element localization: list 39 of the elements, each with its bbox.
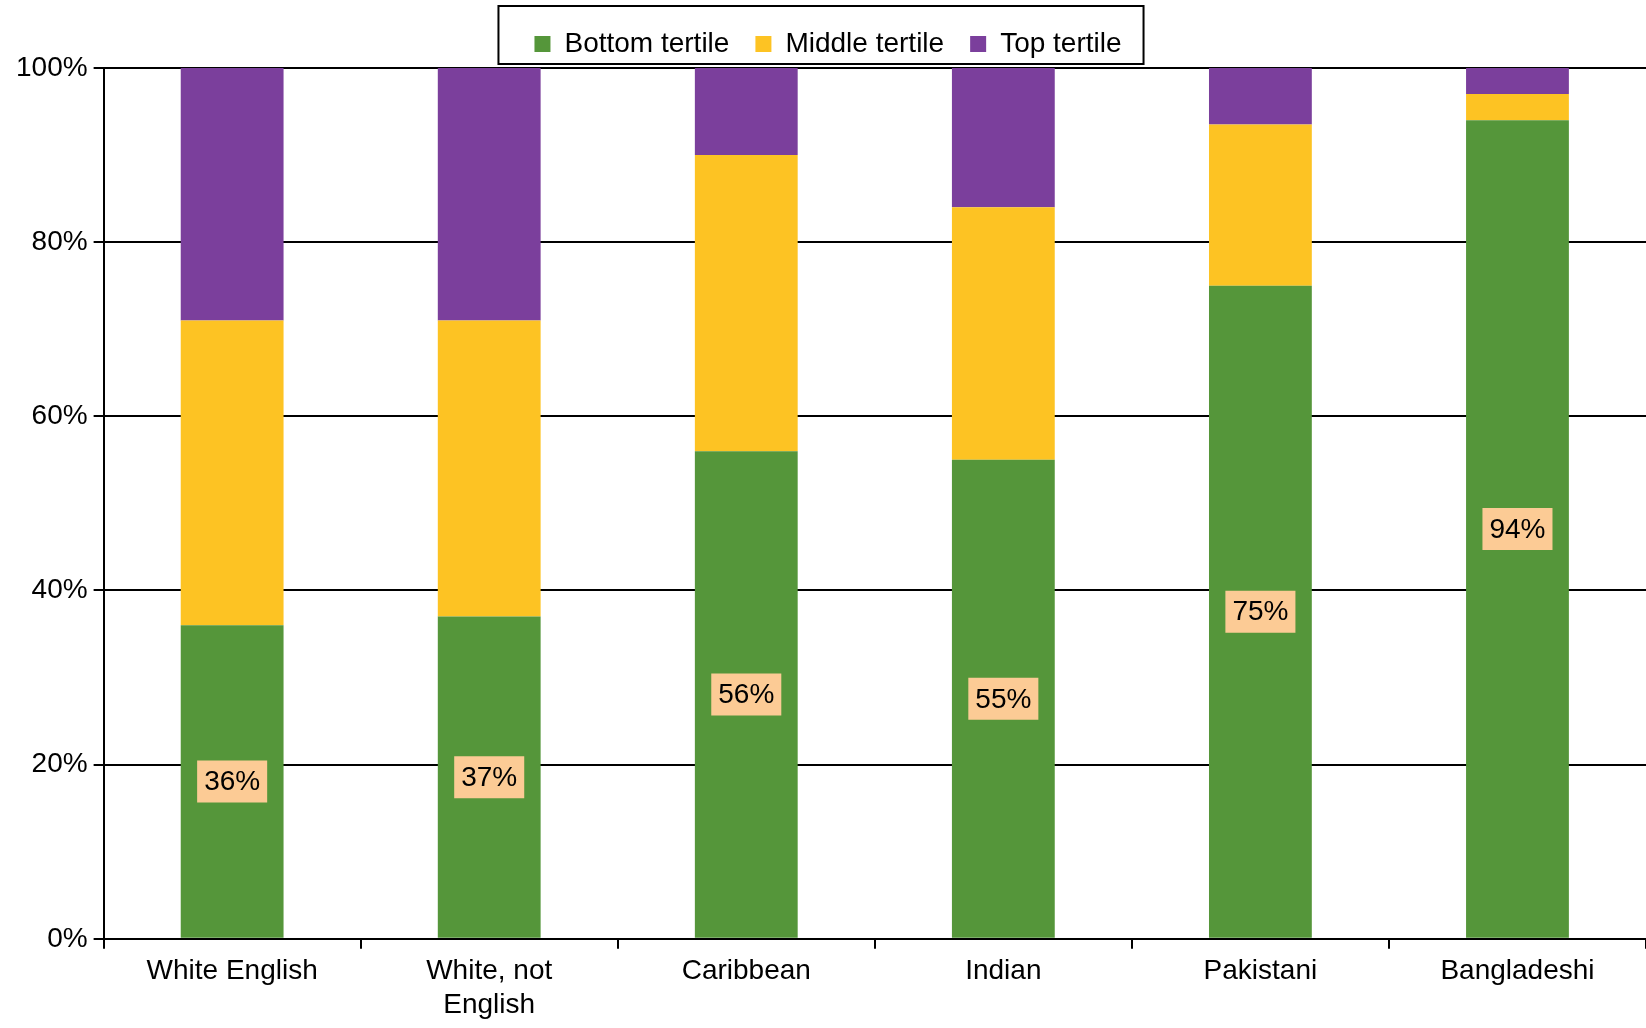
y-tick-label: 40%	[31, 573, 88, 605]
data-label: 55%	[975, 682, 1032, 714]
bar	[180, 320, 284, 626]
bar	[1208, 124, 1312, 286]
bar	[1208, 68, 1312, 125]
data-label: 37%	[461, 760, 518, 792]
data-label: 36%	[204, 765, 261, 797]
bar	[437, 616, 541, 938]
bar	[694, 451, 798, 938]
y-tick-label: 80%	[31, 224, 88, 256]
y-tick-label: 20%	[31, 747, 88, 779]
bar	[951, 207, 1055, 460]
y-tick-label: 60%	[31, 399, 88, 431]
x-tick-label: Caribbean	[681, 954, 811, 986]
legend-label: Bottom tertile	[564, 26, 730, 58]
legend-label: Top tertile	[1000, 26, 1122, 58]
bar	[694, 68, 798, 156]
bar	[951, 459, 1055, 938]
bar	[437, 320, 541, 617]
x-tick-label: Pakistani	[1203, 954, 1318, 986]
data-label: 94%	[1489, 512, 1546, 544]
bar	[180, 68, 284, 321]
legend-label: Middle tertile	[785, 26, 945, 58]
data-label: 56%	[718, 678, 775, 710]
y-tick-label: 100%	[15, 50, 88, 82]
x-tick-label: Indian	[965, 954, 1042, 986]
data-label: 75%	[1232, 595, 1289, 627]
y-tick-label: 0%	[47, 921, 88, 953]
bar	[437, 68, 541, 321]
bar	[694, 155, 798, 452]
bar	[1466, 68, 1569, 95]
bar	[1208, 285, 1312, 938]
bar	[1466, 94, 1569, 121]
x-tick-label: Bangladeshi	[1440, 954, 1595, 986]
x-tick-label: White English	[146, 954, 318, 986]
x-tick-label: White, not English	[426, 954, 553, 1019]
bar	[1466, 120, 1569, 938]
bar	[951, 68, 1055, 208]
bar	[180, 625, 284, 938]
